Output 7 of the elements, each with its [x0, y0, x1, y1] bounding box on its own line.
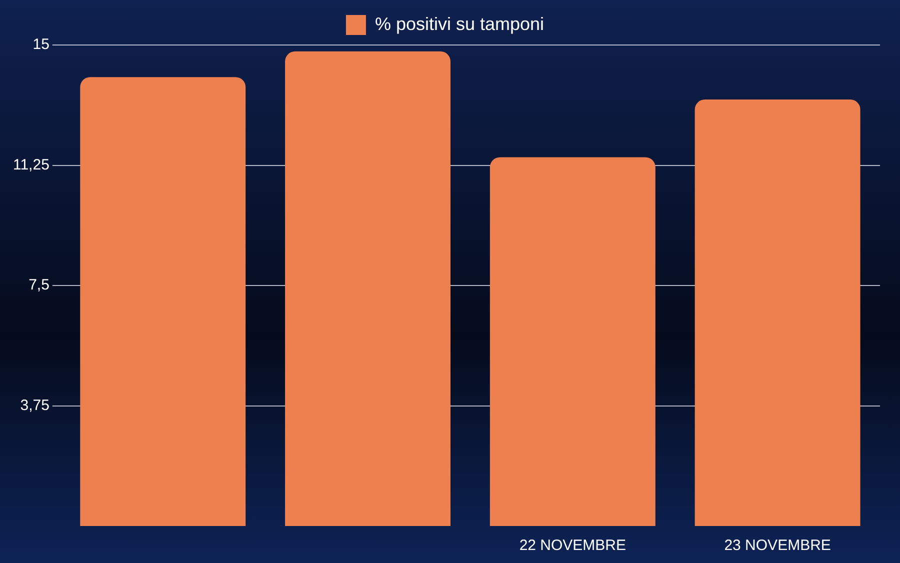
legend-label: % positivi su tamponi: [374, 14, 544, 34]
x-tick-label: 23 NOVEMBRE: [724, 537, 831, 554]
y-tick-label: 15: [32, 36, 50, 54]
y-tick-label: 7,5: [28, 276, 50, 294]
y-tick-label: 11,25: [12, 156, 50, 174]
x-tick-label: 22 NOVEMBRE: [519, 537, 626, 554]
y-tick-label: 3,75: [20, 396, 50, 414]
